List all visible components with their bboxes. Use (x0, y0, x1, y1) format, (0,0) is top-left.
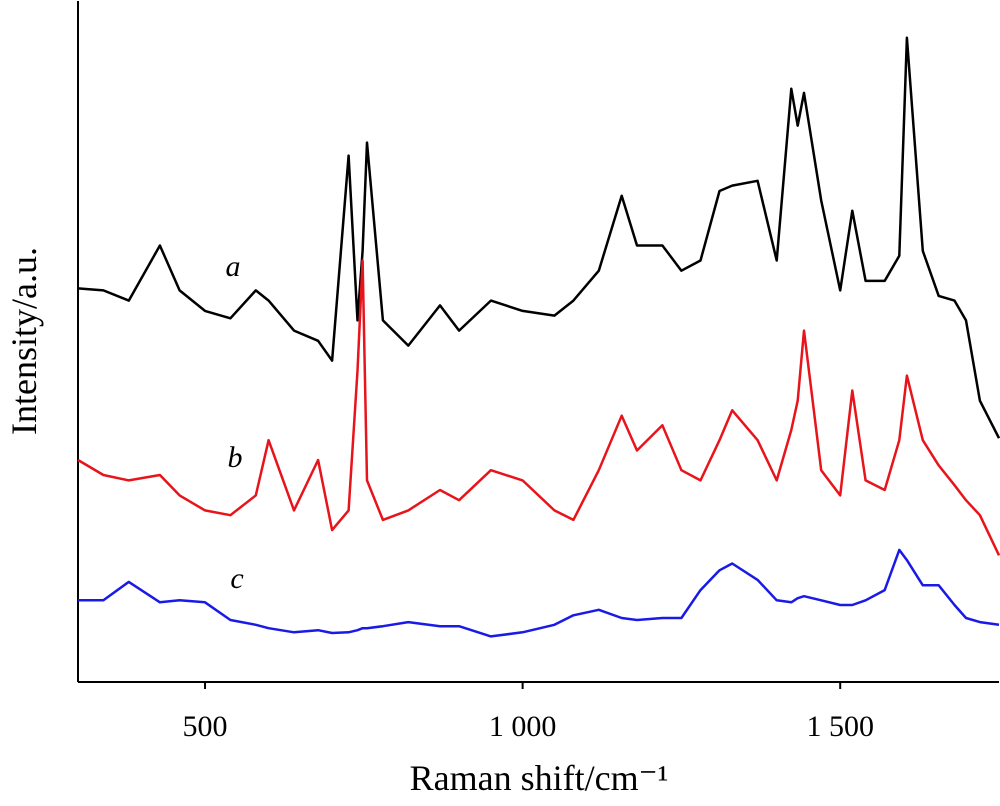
series-label: c (230, 562, 243, 595)
spectrum-line (78, 548, 1000, 638)
series-label: a (226, 250, 241, 283)
x-tick-label: 500 (183, 710, 228, 743)
spectrum-line (77, 36, 1000, 439)
x-tick-label: 1 000 (489, 710, 557, 743)
x-tick-label: 1 500 (806, 710, 874, 743)
spectrum-line (77, 259, 1000, 556)
y-axis-label: Intensity/a.u. (4, 247, 44, 435)
x-axis-label: Raman shift/cm⁻¹ (410, 758, 669, 798)
series-label: b (228, 441, 243, 474)
